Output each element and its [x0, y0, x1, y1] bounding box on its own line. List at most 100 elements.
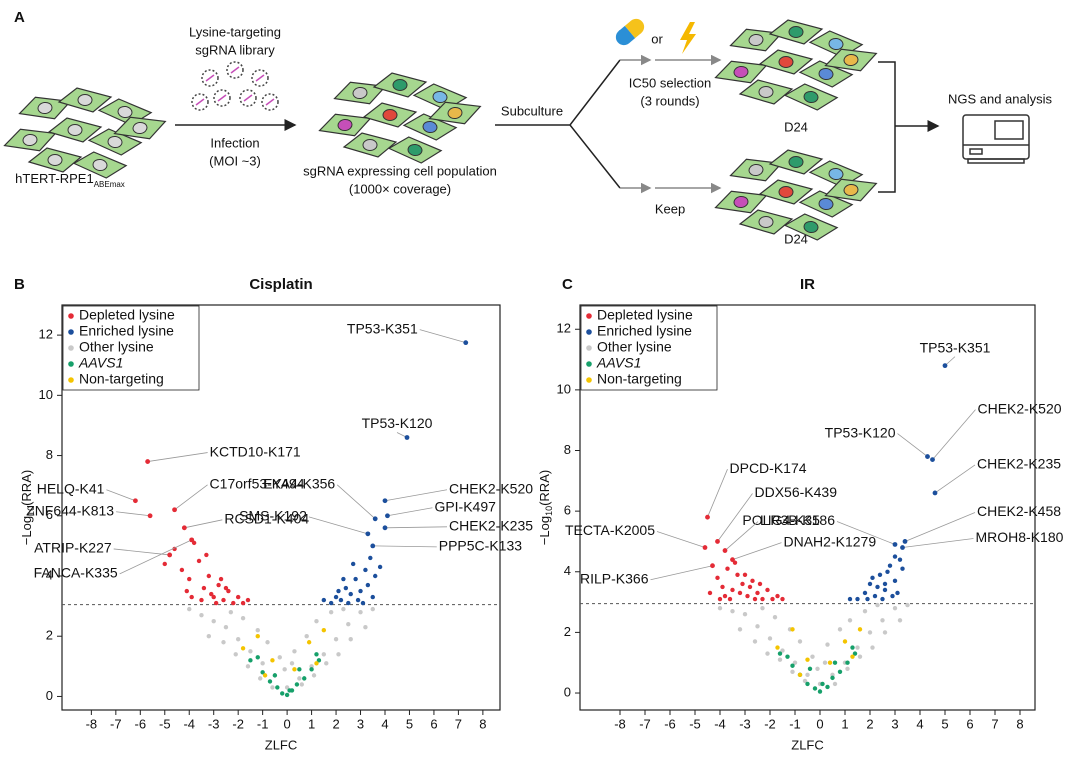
data-point — [812, 686, 818, 691]
cell-line-main: hTERT-RPE1 — [15, 171, 94, 186]
cell-clusters — [3, 19, 878, 241]
nucleus — [748, 163, 764, 177]
data-point — [365, 582, 371, 588]
leader-line — [836, 521, 896, 545]
data-point — [867, 581, 873, 587]
data-point — [735, 572, 740, 577]
data-point — [328, 609, 334, 615]
data-point — [316, 658, 322, 663]
data-point — [199, 597, 204, 603]
annotated-point — [365, 531, 371, 537]
annotated-point — [932, 490, 938, 496]
keep-text: Keep — [655, 201, 685, 216]
infection-text: Infection — [210, 135, 259, 150]
virus-rna — [230, 66, 240, 74]
cell — [768, 149, 824, 175]
data-point — [730, 587, 735, 593]
virus-rna — [243, 94, 253, 102]
x-tick-label: -2 — [232, 716, 244, 731]
annotated-point — [147, 513, 153, 519]
panel-label: B — [14, 276, 25, 293]
data-point — [845, 666, 850, 671]
annotated-point — [133, 498, 138, 504]
virus-rna — [255, 74, 265, 82]
annotation-label: DDX56-K439 — [755, 484, 838, 500]
data-point — [223, 585, 229, 591]
data-point — [797, 672, 803, 678]
data-point — [333, 594, 339, 600]
y-label-part: −Log — [537, 516, 552, 545]
data-point — [353, 576, 358, 582]
panel-a: A Lysine-targeting sgRNA library Infecti… — [3, 9, 1053, 246]
cell — [333, 81, 387, 105]
y-tick-label: 0 — [46, 688, 53, 703]
data-point — [260, 670, 265, 675]
data-point — [262, 673, 268, 678]
leader-line — [897, 433, 928, 457]
data-point — [750, 578, 755, 584]
leader-line — [707, 469, 728, 518]
cell — [714, 190, 768, 214]
annotated-point — [930, 457, 935, 463]
leader-line — [419, 329, 466, 344]
annotated-point — [181, 525, 187, 531]
leader-line — [717, 493, 753, 542]
y-label-part: (RRA) — [537, 470, 552, 506]
data-point — [206, 634, 212, 639]
x-tick-label: 6 — [430, 716, 437, 731]
legend-swatch — [586, 361, 592, 367]
data-point — [187, 606, 192, 612]
data-point — [294, 682, 300, 687]
moi-text: (MOI ~3) — [209, 153, 261, 168]
data-point — [855, 596, 860, 602]
nucleus — [382, 109, 398, 121]
data-point — [314, 652, 319, 657]
cell — [87, 128, 143, 156]
data-point — [770, 596, 775, 602]
virus-icons — [191, 61, 279, 111]
cell — [318, 113, 372, 137]
leader-line — [308, 516, 368, 535]
nucleus — [352, 86, 368, 100]
nucleus — [447, 106, 463, 120]
data-point — [742, 572, 748, 577]
data-point — [900, 566, 905, 571]
data-point — [270, 685, 275, 690]
legend-swatch — [586, 329, 592, 335]
annotation-label: DNAH2-K1279 — [784, 533, 877, 549]
chart-title: IR — [800, 276, 815, 293]
data-point — [245, 664, 251, 669]
x-tick-label: 7 — [455, 716, 462, 731]
data-point — [184, 588, 189, 594]
y-tick-label: 12 — [39, 327, 53, 342]
data-point — [887, 563, 893, 568]
data-point — [189, 594, 194, 600]
leader-line — [372, 545, 437, 548]
data-point — [882, 587, 888, 593]
legend-label: AAVS1 — [78, 355, 123, 371]
data-point — [757, 581, 763, 587]
data-point — [306, 640, 312, 645]
data-point — [255, 655, 260, 660]
annotated-point — [172, 507, 177, 513]
annotation-label: DPCD-K174 — [730, 460, 807, 476]
data-point — [338, 597, 344, 603]
x-tick-label: 6 — [966, 716, 973, 731]
annotation-label: RCSD1-K404 — [224, 511, 309, 527]
y-tick-label: 10 — [39, 387, 53, 402]
nucleus — [788, 26, 804, 38]
data-point — [304, 634, 309, 639]
data-point — [905, 602, 910, 608]
x-tick-label: -7 — [110, 716, 122, 731]
annotation-label: ZNF644-K813 — [26, 502, 114, 518]
cell — [402, 113, 458, 141]
y-label-part: −Log — [19, 516, 34, 545]
cell — [362, 102, 418, 128]
data-point — [850, 654, 855, 659]
x-tick-label: -6 — [664, 716, 676, 731]
virus-rna — [265, 98, 275, 106]
data-point — [752, 639, 758, 644]
data-point — [862, 590, 868, 596]
nucleus — [92, 158, 108, 172]
